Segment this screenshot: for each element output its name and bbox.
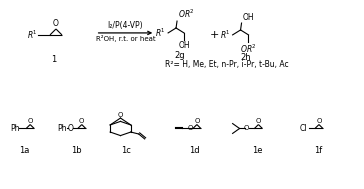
Text: O: O [256,118,261,124]
Text: $R^1$: $R^1$ [220,29,231,41]
Text: Ph: Ph [10,124,19,133]
Text: 1a: 1a [20,146,30,155]
Text: 1b: 1b [71,146,82,155]
Text: O: O [187,125,193,132]
Text: OH: OH [178,41,190,50]
Text: R²OH, r.t. or heat: R²OH, r.t. or heat [96,35,155,42]
Text: 1: 1 [51,55,57,64]
Text: 1f: 1f [314,146,322,155]
Text: $OR^2$: $OR^2$ [240,43,257,55]
Text: O: O [27,118,33,124]
Text: 1c: 1c [122,146,131,155]
Text: $R^1$: $R^1$ [27,29,38,41]
Text: O: O [316,118,322,124]
Text: O: O [79,118,84,124]
Text: O: O [244,125,249,132]
Text: OH: OH [242,13,254,22]
Text: +: + [210,30,219,40]
Text: 1e: 1e [252,146,263,155]
Text: O: O [118,112,123,118]
Text: O: O [68,124,74,133]
Text: Ph: Ph [58,124,67,133]
Text: $OR^2$: $OR^2$ [178,8,195,20]
Text: I₂/P(4-VP): I₂/P(4-VP) [108,21,143,30]
Text: 2h: 2h [240,53,251,62]
Text: R²= H, Me, Et, n-Pr, i-Pr, t-Bu, Ac: R²= H, Me, Et, n-Pr, i-Pr, t-Bu, Ac [165,60,289,69]
Text: Cl: Cl [300,124,307,133]
Text: O: O [53,19,59,28]
Text: O: O [194,118,199,124]
Text: 1d: 1d [190,146,200,155]
Text: $R^1$: $R^1$ [155,27,166,39]
Text: 2g: 2g [175,51,185,60]
